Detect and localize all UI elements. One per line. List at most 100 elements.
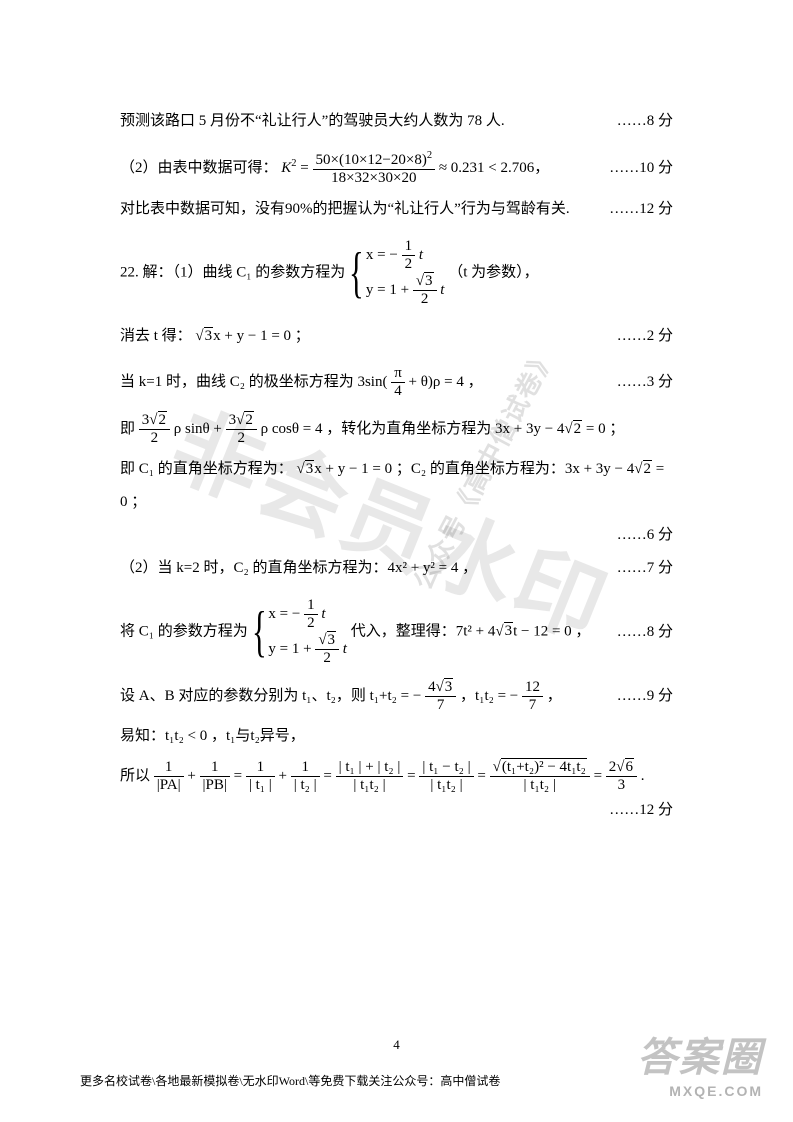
points-6: ……6 分 [617,527,673,543]
points-3: ……3 分 [617,366,673,399]
k2-num: 50×(10×12−20×8) [316,152,427,168]
f5n: | t₁ | + | t₂ | [336,759,404,777]
f4d: | t₂ | [291,777,320,794]
vieta-prefix: 设 A、B 对应的参数分别为 t₁、t₂，则 t₁+t₂ = − [120,688,421,704]
eq3: = [403,768,419,784]
line-part2: （2）当 k=2 时，C₂ 的直角坐标方程为：4x² + y² = 4 ， ……… [120,552,673,585]
f1d: |PA| [154,777,184,794]
f4n: 1 [291,759,320,777]
k2-approx: ≈ 0.231 < 2.706， [439,160,549,176]
points-7: ……7 分 [617,552,673,585]
line-final: 所以 1|PA| + 1|PB| = 1| t₁ | + 1| t₂ | = |… [120,759,673,794]
points-12: ……12 分 [609,193,673,226]
k2-num-sup: 2 [427,150,432,161]
ie-t2s: ρ cosθ = 4 ，转化为直角坐标方程为 3x + 3y − 4 [261,421,565,437]
eq5: = [590,768,606,784]
eq1: = [230,768,246,784]
c1-r2rad: 3 [424,272,434,289]
c1-r1a: x = − [366,247,398,263]
rect-rad: 3 [305,460,315,477]
line-rect: 即 C₁ 的直角坐标方程为： √3x + y − 1 = 0 ；C₂ 的直角坐标… [120,453,673,519]
polar-4: 4 [391,383,405,400]
c1-r2b: t [440,282,444,298]
v-f1d: 7 [425,697,456,714]
f3d: | t₁ | [246,777,275,794]
c1-r2a: y = 1 + [366,282,413,298]
f6d: | t₁t₂ | [419,777,473,794]
left-brace-icon-2: { [252,610,267,655]
watermark-url: MXQE.COM [669,1076,763,1107]
vieta-mid: ，t₁t₂ = − [460,688,518,704]
page-number: 4 [0,1031,793,1060]
line-vieta: 设 A、B 对应的参数分别为 t₁、t₂，则 t₁+t₂ = − 4√37 ，t… [120,679,673,714]
s-r2b: t [343,641,347,657]
line-ie: 即 3√22 ρ sinθ + 3√22 ρ cosθ = 4 ，转化为直角坐标… [120,412,673,447]
f8r: 6 [625,758,635,775]
k2-prefix: （2）由表中数据可得： [120,160,278,176]
shm-tail: t − 12 = 0 ， [513,623,590,639]
k2-den: 18×32×30×20 [313,170,436,187]
k2-eq: = [297,160,313,176]
elim-rad: 3 [204,327,214,344]
ie-t2n: 3 [229,412,237,428]
ie-t1s: ρ sinθ + [174,421,226,437]
q22-suffix: （t 为参数）， [448,264,538,280]
f5d: | t₁t₂ | [336,777,404,794]
s-r2d: 2 [315,650,339,667]
q22-param: 22. 解：（1）曲线 C₁ 的参数方程为 { x = − 12 t y = 1… [120,238,673,308]
polar-mid: + θ)ρ = 4 ， [409,374,483,390]
c1-r1n: 1 [402,238,416,256]
line-polar: 当 k=1 时，曲线 C₂ 的极坐标方程为 3sin( π4 + θ)ρ = 4… [120,365,673,400]
points-12b: ……12 分 [609,802,673,818]
rect-prefix: 即 C₁ 的直角坐标方程为： [120,461,293,477]
ie-prefix: 即 [120,421,135,437]
k2-lhs: K [281,160,291,176]
v-f1r: 3 [444,678,454,695]
points-8: ……8 分 [617,105,673,138]
sub-mid: 代入，整理得：7t² + 4 [351,623,496,639]
ie-t1r: 2 [158,411,168,428]
q22-label: 22. 解：（1）曲线 C₁ 的参数方程为 [120,264,345,280]
conclusion-text: 对比表中数据可知，没有90%的把握认为“礼让行人”行为与驾龄有关. [120,193,599,226]
ie-r4: 2 [573,420,583,437]
sub-prefix: 将 C₁ 的参数方程为 [120,623,248,639]
rect-mid: x + y − 1 = 0 ；C₂ 的直角坐标方程为：3x + 3y − 4 [314,461,634,477]
rect-rad2: 2 [643,460,653,477]
final-prefix: 所以 [120,768,150,784]
f7in: (t₁+t₂)² − 4t₁t₂ [501,758,587,775]
line-prediction: 预测该路口 5 月份不“礼让行人”的驾驶员大约人数为 78 人. ……8 分 [120,105,673,138]
k2-expr: （2）由表中数据可得： K 2 = 50×(10×12−20×8)2 18×32×… [120,150,599,187]
f1n: 1 [154,759,184,777]
page: 预测该路口 5 月份不“礼让行人”的驾驶员大约人数为 78 人. ……8 分 （… [0,0,793,1122]
points-2: ……2 分 [617,320,673,353]
elim-prefix: 消去 t 得： [120,328,192,344]
ie-t2d: 2 [226,430,257,447]
q22-content: 22. 解：（1）曲线 C₁ 的参数方程为 { x = − 12 t y = 1… [120,238,673,308]
s-r2a: y = 1 + [268,641,315,657]
f3n: 1 [246,759,275,777]
points-6-row: ……6 分 [120,519,673,552]
points-12b-row: ……12 分 [120,794,673,827]
line-conclusion: 对比表中数据可知，没有90%的把握认为“礼让行人”行为与驾龄有关. ……12 分 [120,193,673,226]
f7d: | t₁t₂ | [490,777,590,794]
plus2: + [275,768,291,784]
polar-prefix: 当 k=1 时，曲线 C₂ 的极坐标方程为 3sin( [120,374,387,390]
v-f1a: 4 [428,679,436,695]
ie-t1d: 2 [139,430,170,447]
ie-t1n: 3 [142,412,150,428]
final-tail: . [637,768,645,784]
vieta-tail: ， [547,688,562,704]
points-10: ……10 分 [609,152,673,185]
s-r1n: 1 [304,597,318,615]
left-brace-icon: { [349,251,364,296]
points-8b: ……8 分 [617,616,673,649]
k2-fraction: 50×(10×12−20×8)2 18×32×30×20 [313,150,436,187]
plus1: + [184,768,200,784]
v-f2d: 7 [522,697,543,714]
points-9: ……9 分 [617,680,673,713]
eq4: = [474,768,490,784]
f6n: | t₁ − t₂ | [419,759,473,777]
eq2: = [320,768,336,784]
s-r1d: 2 [304,615,318,632]
ie-t2r: 2 [244,411,254,428]
